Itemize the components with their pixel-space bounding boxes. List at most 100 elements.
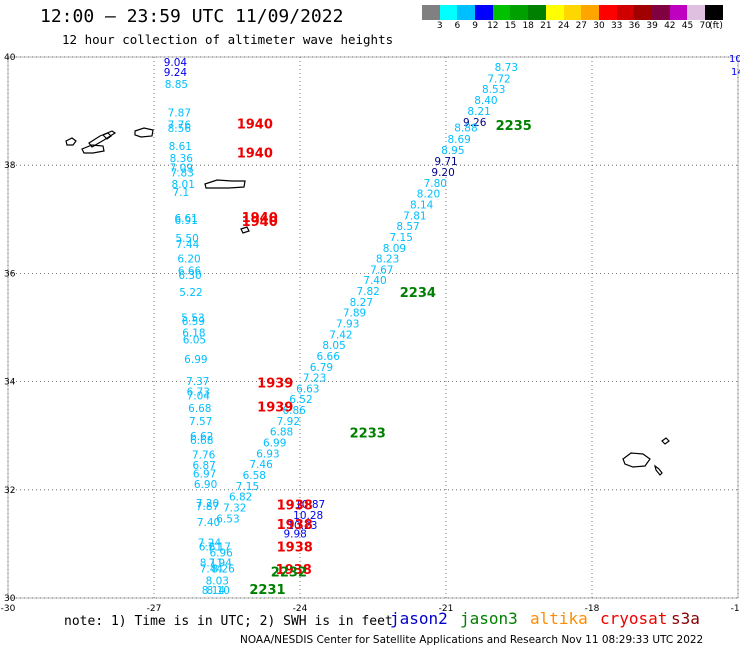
- swh-value-jason3: 8.14: [410, 199, 434, 211]
- swh-value-jason3: 7.82: [356, 286, 379, 298]
- swh-value-jason3: 7.46: [249, 459, 273, 471]
- swh-value-jason3: 9.26: [463, 117, 487, 129]
- colorbar-swatch: [581, 5, 599, 20]
- satellite-legend-jason3: jason3: [460, 609, 518, 628]
- pass-time-label-cryosat: 1939: [257, 400, 293, 415]
- swh-value-cryosat: 6.91: [174, 215, 197, 227]
- swh-value-cryosat: 7.57: [189, 416, 212, 428]
- colorbar-swatch: [457, 5, 476, 20]
- swh-value-cryosat: 7.76: [192, 449, 216, 461]
- y-tick-label: 34: [4, 378, 16, 388]
- swh-value-cryosat: 7.94: [209, 558, 233, 570]
- swh-value-jason3: 7.67: [370, 264, 393, 276]
- swh-value-cryosat: 8.03: [206, 575, 229, 587]
- swh-value-cryosat: 6.99: [184, 354, 207, 366]
- axis-tick-labels: -30 -27 -24 -21 -18 -15 30 32 34 36 38 40 10 14: [1, 53, 740, 614]
- swh-value-cryosat: 6.68: [190, 435, 213, 447]
- swh-value-jason3: 8.40: [474, 95, 497, 107]
- swh-value-cryosat: 6.59: [182, 316, 205, 328]
- y-tick-label: 40: [4, 53, 16, 63]
- swh-value-jason3: 6.53: [216, 513, 239, 525]
- swh-value-cryosat: 10.87: [295, 499, 325, 511]
- y-tick-label: 32: [4, 486, 15, 496]
- swh-value-cryosat: 9.98: [283, 528, 306, 540]
- swh-value-jason3: 6.82: [229, 492, 252, 504]
- swh-value-jason3: 9.20: [431, 167, 454, 179]
- colorbar-swatch: [669, 5, 688, 20]
- swh-value-cryosat: 7.40: [197, 517, 220, 529]
- swh-value-jason3: 7.72: [487, 73, 510, 85]
- colorbar-tick-label: 70: [699, 21, 711, 31]
- island-sao-miguel: [204, 179, 246, 189]
- y-tick-label: 30: [4, 594, 16, 604]
- colorbar-swatch: [528, 5, 546, 20]
- colorbar-swatch: [545, 5, 564, 20]
- y-tick-label: 38: [4, 161, 16, 171]
- swh-value-cryosat: 7.09: [170, 163, 193, 175]
- plot-frame: [7, 56, 739, 599]
- colorbar-swatch: [687, 5, 705, 20]
- colorbar-labels: 3 6 9 12 15 18 21 24 27 30 33 36 39 42 45 70 (ft): [422, 21, 740, 33]
- colorbar-tick-label: 36: [628, 21, 641, 31]
- colorbar-swatch: [651, 5, 670, 20]
- swh-value-cryosat: 6.62: [190, 431, 213, 443]
- colorbar-tick-label: 30: [593, 21, 605, 31]
- pass-time-label-jason3: 2232: [271, 565, 307, 580]
- colorbar-tick-label: 45: [681, 21, 694, 31]
- colorbar-tick-label: 12: [487, 21, 499, 31]
- swh-value-jason3: 7.80: [424, 178, 447, 190]
- chart-title: 12:00 – 23:59 UTC 11/09/2022: [40, 6, 344, 27]
- swh-value-jason3: 6.86: [282, 405, 306, 417]
- colorbar-swatch: [492, 5, 511, 20]
- swh-value-cryosat: 6.68: [188, 403, 211, 415]
- swh-value-jason3: 8.57: [396, 221, 419, 233]
- x-tick-label: -21: [439, 604, 454, 614]
- satellite-legend-jason2: jason2: [390, 609, 448, 628]
- swh-value-jason3: 6.58: [243, 470, 266, 482]
- colorbar-tick-label: 39: [646, 21, 658, 31]
- pass-time-labels: 1940194019401940193919391938193819381938…: [237, 117, 532, 598]
- swh-value-cryosat: 8.11: [200, 558, 223, 570]
- swh-value-jason3: 8.09: [383, 243, 406, 255]
- colorbar-swatch: [705, 5, 723, 20]
- swh-value-jason3: 6.63: [296, 383, 319, 395]
- swh-value-cryosat: 7.87: [168, 108, 191, 120]
- swh-value-cryosat: 8.56: [168, 123, 192, 135]
- credit-line: NOAA/NESDIS Center for Satellite Applica…: [240, 634, 704, 646]
- colorbar-tick-label: 9: [472, 21, 478, 31]
- colorbar-tick-label: 42: [664, 21, 676, 31]
- colorbar-swatch: [439, 5, 458, 20]
- colorbar-tick-label: (ft): [709, 21, 723, 31]
- swh-value-cryosat: 8.26: [211, 564, 235, 576]
- colorbar-tick-label: 18: [522, 21, 534, 31]
- pass-time-label-cryosat: 1938: [277, 498, 313, 513]
- swh-value-cryosat: 7.1: [172, 187, 189, 199]
- island-terceira: [134, 127, 154, 138]
- swh-value-jason3: 7.40: [363, 275, 386, 287]
- island-pico: [81, 144, 105, 154]
- colorbar-tick-label: 24: [557, 21, 570, 31]
- y-tick-label: 36: [4, 269, 16, 279]
- pass-time-label-cryosat: 1940: [237, 117, 273, 132]
- pass-time-label-cryosat: 1940: [237, 147, 273, 162]
- swh-value-jason3: 8.73: [495, 62, 518, 74]
- swh-value-cryosat: 9.04: [164, 57, 188, 69]
- colorbar-swatch: [598, 5, 617, 20]
- swh-value-jason3: 6.99: [263, 438, 286, 450]
- swh-value-cryosat: 7.87: [196, 501, 219, 513]
- colorbar-swatch: [510, 5, 529, 20]
- swh-value-cryosat: 7.44: [200, 564, 224, 576]
- swh-value-cryosat: 8.10: [207, 585, 230, 597]
- swh-value-jason3: 7.92: [277, 416, 300, 428]
- island-porto-santo: [661, 437, 670, 445]
- edge-swh-label: 10: [729, 54, 740, 65]
- swh-value-jason3: 7.93: [336, 319, 359, 331]
- swh-value-jason3: 7.32: [223, 502, 246, 514]
- colorbar-legend: [422, 5, 723, 20]
- pass-time-label-cryosat: 1940: [242, 211, 278, 226]
- colorbar-tick-label: 27: [575, 21, 588, 31]
- island-desertas: [654, 464, 663, 476]
- colorbar-swatch: [634, 5, 652, 20]
- swh-value-jason3: 8.53: [482, 84, 505, 96]
- swh-value-jason3: 8.95: [441, 145, 464, 157]
